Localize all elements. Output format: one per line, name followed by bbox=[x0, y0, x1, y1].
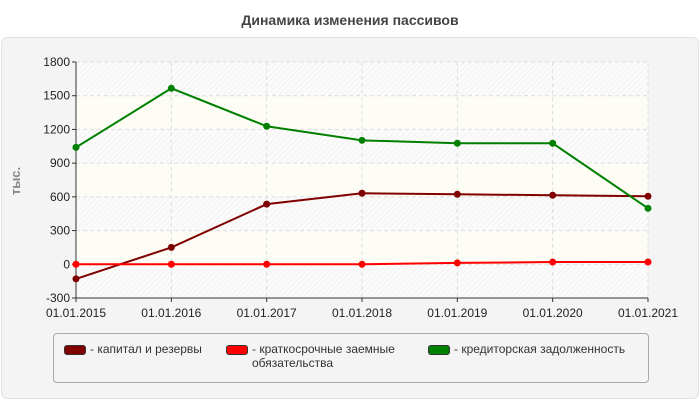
data-point bbox=[453, 259, 461, 267]
y-tick-label: 300 bbox=[50, 224, 70, 238]
x-tick-label: 01.01.2017 bbox=[237, 306, 297, 320]
data-point bbox=[644, 192, 652, 200]
x-tick-label: 01.01.2018 bbox=[332, 306, 392, 320]
y-tick-label: 900 bbox=[50, 156, 70, 170]
data-point bbox=[263, 200, 271, 208]
data-point bbox=[549, 191, 557, 199]
data-point bbox=[263, 260, 271, 268]
legend-item-shortterm: - краткосрочные заемные обязательства bbox=[226, 342, 426, 370]
data-point bbox=[72, 260, 80, 268]
x-tick-label: 01.01.2019 bbox=[427, 306, 487, 320]
data-point bbox=[167, 84, 175, 92]
x-tick-label: 01.01.2020 bbox=[523, 306, 583, 320]
data-point bbox=[263, 122, 271, 130]
data-point bbox=[453, 139, 461, 147]
legend-item-capital: - капитал и резервы bbox=[64, 342, 202, 356]
y-tick-label: 600 bbox=[50, 190, 70, 204]
data-point bbox=[72, 275, 80, 283]
data-point bbox=[358, 136, 366, 144]
y-tick-label: 1200 bbox=[43, 122, 70, 136]
legend-item-payables: - кредиторская задолженность bbox=[428, 342, 625, 356]
data-point bbox=[644, 258, 652, 266]
data-point bbox=[358, 260, 366, 268]
y-tick-label: -300 bbox=[46, 291, 70, 305]
y-tick-label: 1800 bbox=[43, 55, 70, 69]
data-point bbox=[358, 189, 366, 197]
legend: - капитал и резервы - краткосрочные заем… bbox=[53, 333, 649, 383]
y-tick-label: 1500 bbox=[43, 89, 70, 103]
x-tick-label: 01.01.2016 bbox=[141, 306, 201, 320]
legend-label: - краткосрочные заемные обязательства bbox=[252, 342, 395, 370]
data-point bbox=[167, 243, 175, 251]
y-axis-label: тыс. bbox=[8, 167, 23, 195]
legend-swatch bbox=[64, 345, 86, 355]
y-tick-label: 0 bbox=[63, 257, 70, 271]
x-tick-label: 01.01.2021 bbox=[618, 306, 678, 320]
data-point bbox=[453, 190, 461, 198]
x-tick-label: 01.01.2015 bbox=[46, 306, 106, 320]
chart-title: Динамика изменения пассивов bbox=[241, 12, 459, 28]
data-point bbox=[549, 139, 557, 147]
data-point bbox=[167, 260, 175, 268]
data-point bbox=[644, 204, 652, 212]
data-point bbox=[72, 143, 80, 151]
legend-swatch bbox=[428, 345, 450, 355]
legend-label: - кредиторская задолженность bbox=[454, 342, 626, 356]
legend-swatch bbox=[226, 345, 248, 355]
data-point bbox=[549, 258, 557, 266]
legend-label: - капитал и резервы bbox=[90, 342, 202, 356]
